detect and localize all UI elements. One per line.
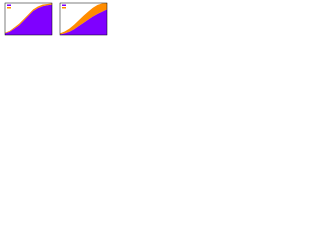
- page: {"chart_data":[ {"type":"area","x":[0,1,…: [0, 0, 320, 41]
- plot-frame: [4, 2, 53, 36]
- area: [60, 3, 107, 35]
- area: [5, 4, 52, 35]
- figure: [4, 2, 108, 36]
- legend-swatch: [62, 4, 66, 6]
- plot-frame: [59, 2, 108, 36]
- area: [5, 3, 52, 34]
- legend-swatch: [7, 4, 11, 6]
- area: [60, 9, 107, 35]
- legend-swatch: [7, 7, 11, 9]
- legend-swatch: [62, 7, 66, 9]
